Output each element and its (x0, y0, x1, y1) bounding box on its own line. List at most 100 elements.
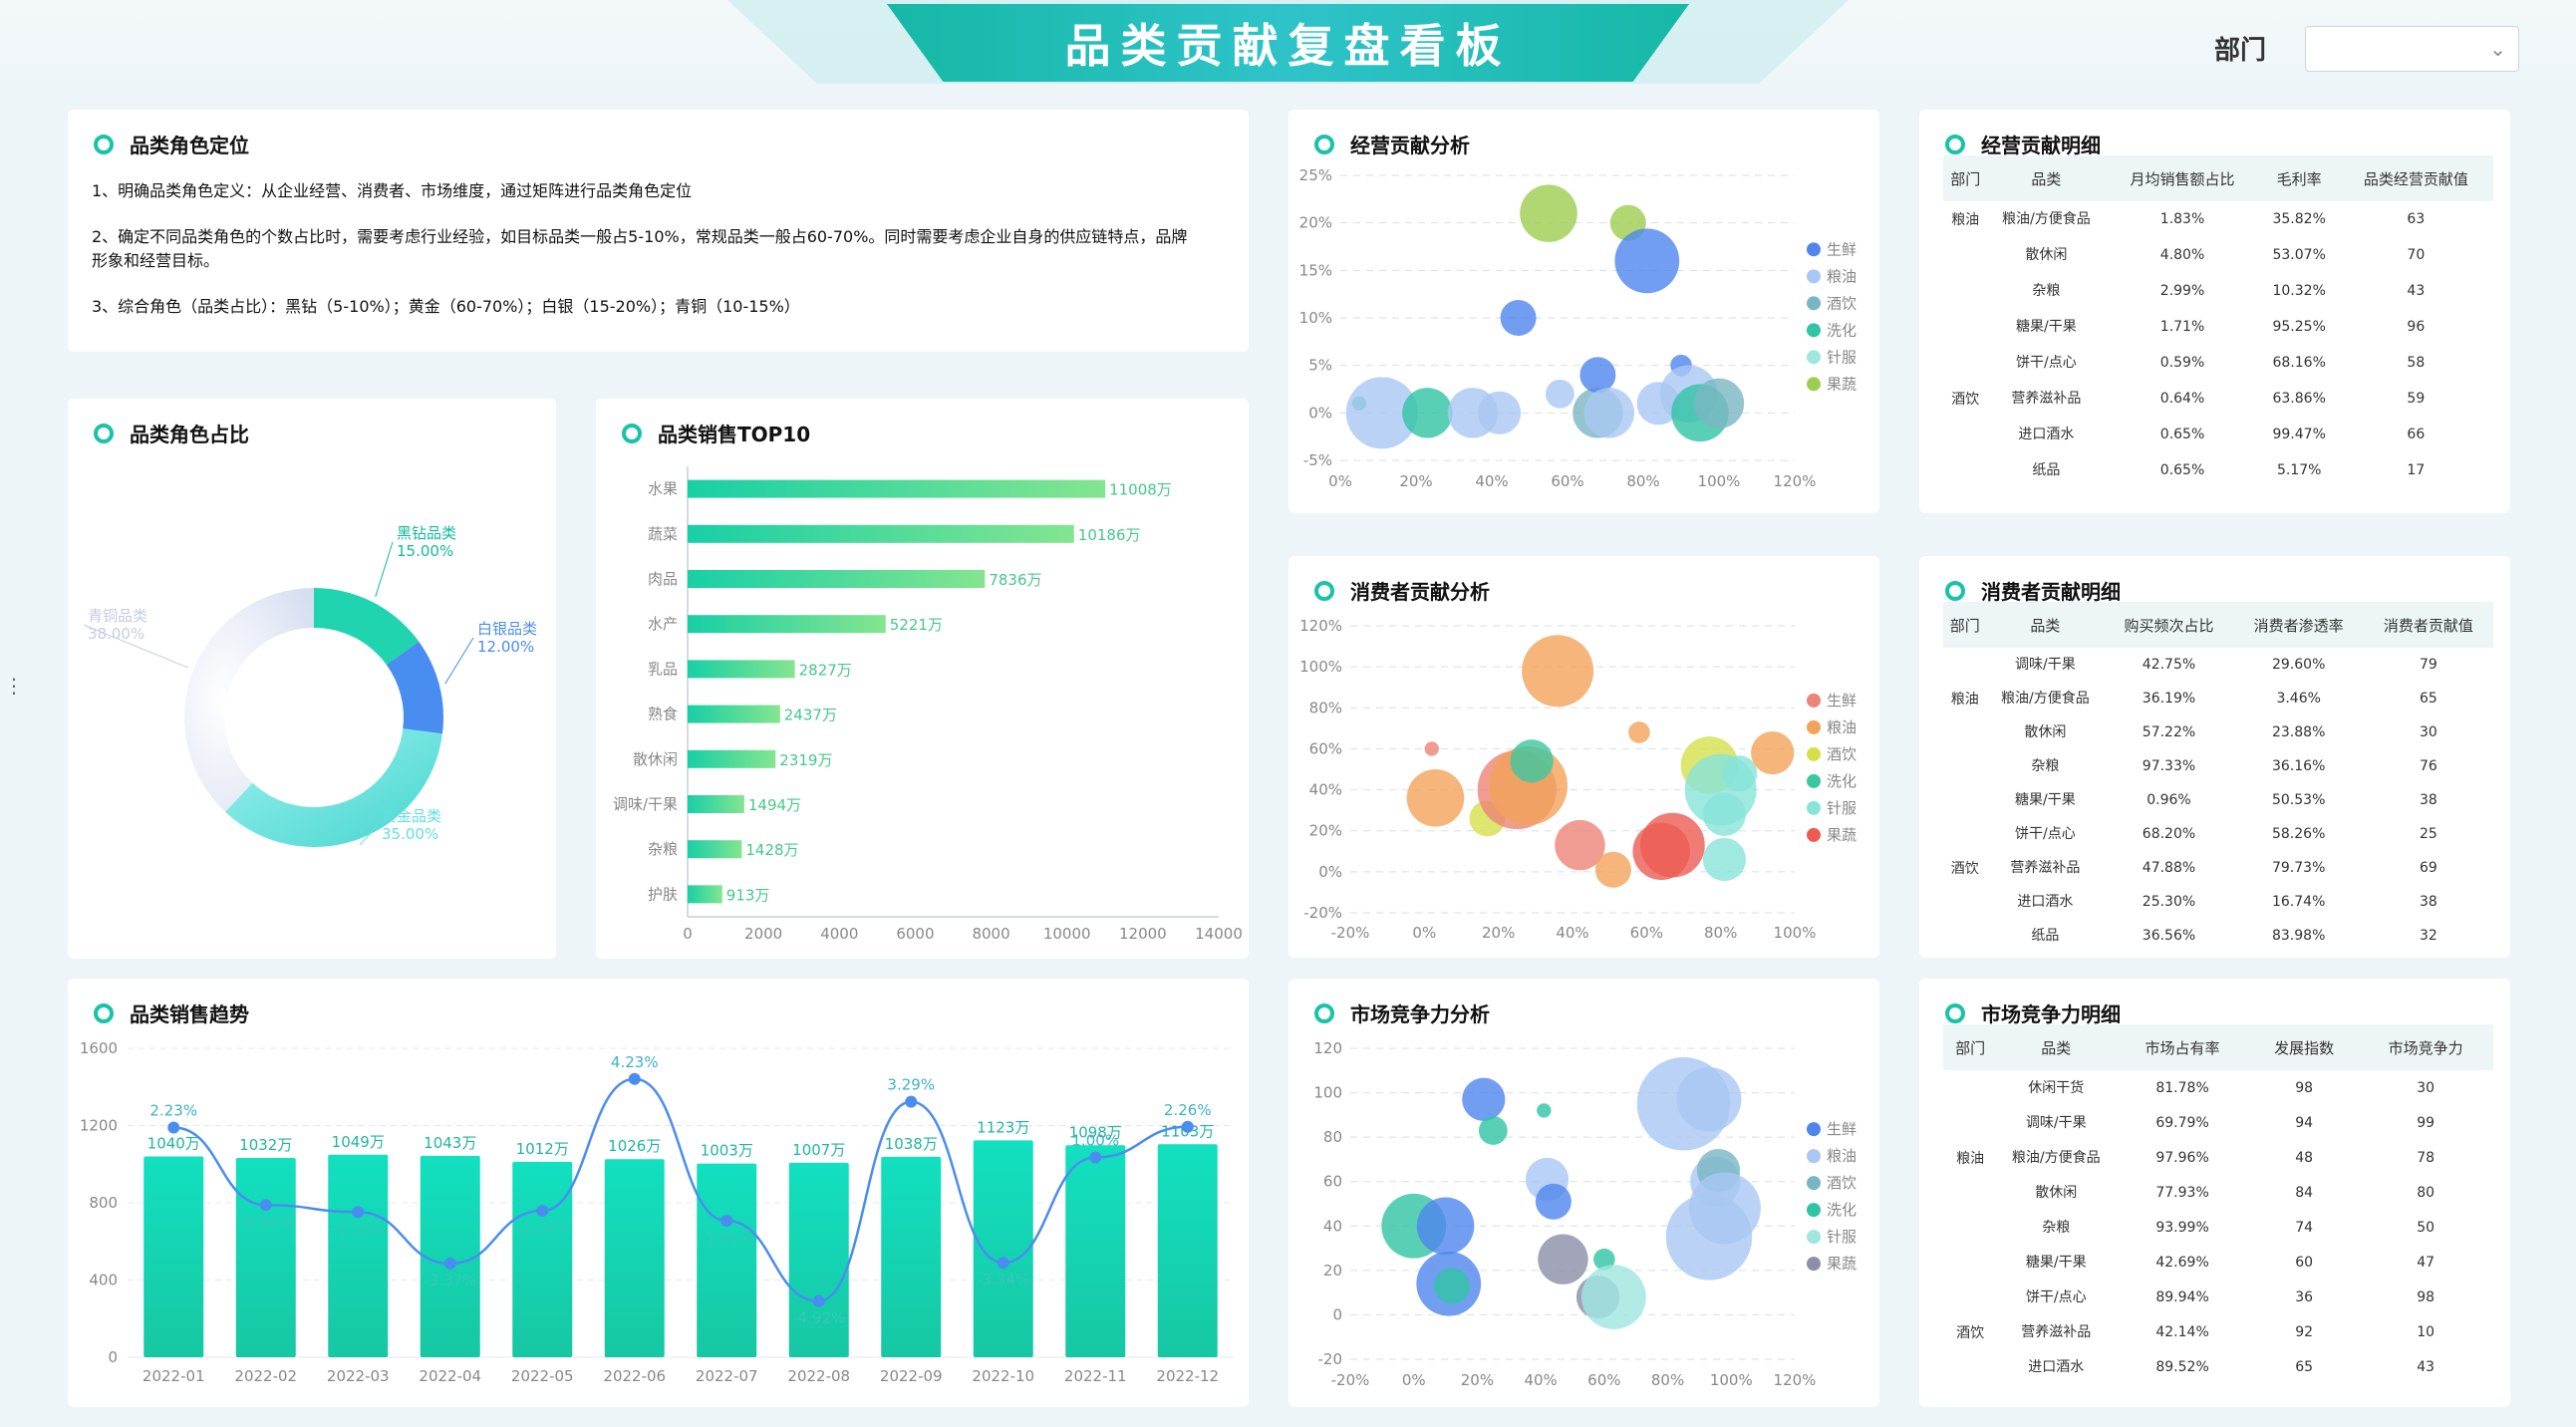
y-tick-label: 120% (1299, 617, 1342, 635)
x-tick-label: 2022-12 (1156, 1367, 1219, 1385)
table-row: 酒饮 营养滋补品 47.88% 79.73% 69 (1943, 851, 2493, 885)
legend-label: 生鲜 (1827, 1120, 1857, 1138)
bubble-point (1628, 721, 1650, 743)
growth-label: -3.34% (977, 1271, 1029, 1288)
donut-label-value: 35.00% (382, 825, 438, 843)
table-cell: 81.78% (2155, 1079, 2209, 1096)
table-cell: 99.47% (2272, 427, 2326, 442)
table-row: 杂粮 2.99% 10.32% 43 (1943, 273, 2493, 309)
table-cell (1943, 1070, 1997, 1105)
x-tick-label: 4000 (820, 925, 858, 943)
table-cell: 63.86% (2272, 391, 2326, 407)
growth-label: 2.26% (1164, 1101, 1212, 1119)
table-cell: 0.64% (2159, 391, 2205, 407)
table-cell: 17 (2407, 462, 2426, 478)
table-cell: 粮油/方便食品 (2002, 211, 2091, 227)
legend-label: 酒饮 (1827, 1174, 1857, 1192)
growth-point (720, 1215, 733, 1228)
y-tick-label: 1600 (80, 1039, 118, 1057)
bar-value-label: 1098万 (1069, 1123, 1122, 1141)
drag-handle-icon[interactable]: ⋮ (4, 674, 24, 698)
table-row: 酒饮 营养滋补品 0.64% 63.86% 59 (1943, 381, 2493, 417)
growth-point (259, 1199, 272, 1212)
bubble-point (1702, 792, 1746, 836)
table-cell: 杂粮 (2042, 1219, 2071, 1236)
bubble-point (1416, 1197, 1475, 1256)
top10-bar (688, 795, 744, 813)
bubble-point (1583, 388, 1634, 438)
y-tick-label: 散休闲 (633, 750, 678, 768)
table-cell (1943, 1280, 1997, 1314)
card-title: 消费者贡献明细 (1981, 580, 2121, 604)
legend-label: 粮油 (1827, 1147, 1857, 1165)
bar-value-label: 10186万 (1078, 526, 1141, 544)
bubble-point (1688, 1172, 1761, 1245)
table-cell: 42.75% (2142, 657, 2196, 673)
x-tick-label: 2022-11 (1064, 1367, 1127, 1385)
y-tick-label: 40 (1323, 1217, 1342, 1235)
table-cell: 营养滋补品 (2021, 1323, 2092, 1340)
role-share-card: 品类角色占比 黑钻品类 15.00% 白银品类 12.00% 黄金品类 35.00% 青铜品… (68, 399, 556, 959)
y-tick-label: 护肤 (648, 885, 678, 903)
x-tick-label: 120% (1774, 472, 1817, 490)
legend-marker (1807, 1176, 1821, 1191)
top10-bar (688, 570, 986, 588)
table-cell: 饼干/点心 (2015, 826, 2076, 842)
bubble-point (1721, 755, 1758, 792)
donut-slice (183, 588, 314, 812)
title-ring-icon (1945, 580, 1965, 601)
donut-leader-line (83, 624, 188, 669)
trend-bar (1065, 1145, 1126, 1357)
trend-bar (512, 1161, 573, 1357)
table-cell: 2.99% (2159, 283, 2205, 299)
growth-line (173, 1077, 1188, 1302)
trend-bar (420, 1155, 480, 1357)
table-cell: 25 (2419, 826, 2437, 842)
table-cell (1943, 1105, 1997, 1140)
donut-label-name: 青铜品类 (88, 607, 147, 625)
bubble-point (1614, 228, 1680, 294)
table-cell (1943, 783, 1986, 817)
bar-value-label: 1038万 (885, 1135, 938, 1153)
consumer-contribution-card: 消费者贡献分析 -20% 0% 20% 40% 60% 80% 100% 120% -20% 0%… (1288, 556, 1879, 958)
table-cell: 36.56% (2142, 928, 2196, 944)
consumer-detail-table[interactable]: 部门 品类 购买频次占比 消费者渗透率 消费者贡献值 调味/干果 42.75% 29.60% 7… (1943, 602, 2493, 946)
table-cell: 粮油 (1950, 692, 1979, 708)
biz-detail-card: 经营贡献明细 部门 品类 月均销售额占比 毛利率 品类经营贡献值 粮油 粮油/方便食品 1.8… (1919, 110, 2510, 513)
page-title: 品类贡献复盘看板 (1064, 19, 1512, 73)
growth-point (905, 1095, 918, 1108)
x-tick-label: 80% (1651, 1371, 1684, 1389)
donut-label-value: 15.00% (397, 542, 453, 560)
table-cell (1943, 715, 1986, 749)
table-row: 杂粮 93.99% 74 50 (1943, 1210, 2493, 1245)
table-cell: 89.52% (2155, 1358, 2209, 1375)
top10-bar-chart: 0 2000 4000 6000 8000 10000 12000 14000 水果 11008万… (613, 466, 1243, 943)
bar-value-label: 913万 (726, 886, 770, 904)
y-tick-label: 0 (1332, 1305, 1342, 1323)
y-tick-label: 400 (89, 1272, 118, 1289)
table-cell: 95.25% (2272, 319, 2326, 335)
table-cell: 69 (2419, 860, 2437, 876)
table-cell: 酒饮 (1950, 861, 1979, 877)
y-tick-label: 0 (108, 1348, 118, 1366)
dept-select[interactable]: ⌄ (2305, 26, 2519, 72)
table-cell: 糖果/干果 (2015, 792, 2076, 808)
legend-label: 果蔬 (1827, 826, 1857, 844)
table-cell (1943, 1384, 1997, 1393)
table-cell: 70 (2407, 247, 2426, 263)
table-cell: 58.26% (2271, 826, 2326, 842)
table-cell: 杂粮 (2032, 283, 2061, 299)
market-detail-table[interactable]: 部门 品类 市场占有率 发展指数 市场竞争力 休闲干货 81.78% 98 30 调味/干果 69.… (1943, 1024, 2493, 1393)
x-tick-label: 14000 (1195, 925, 1243, 943)
top10-card: 品类销售TOP10 0 2000 4000 6000 8000 10000 12000 140… (596, 399, 1249, 959)
table-header-cell: 品类 (1986, 602, 2105, 648)
legend-marker (1807, 377, 1821, 392)
table-row: 糖果/干果 0.96% 50.53% 38 (1943, 783, 2493, 817)
table-cell: 97.96% (2155, 1149, 2209, 1166)
table-cell: 0.96% (2115, 1384, 2250, 1393)
bubble-point (1478, 391, 1522, 434)
bubble-point (1593, 1248, 1615, 1271)
y-tick-label: 60% (1309, 739, 1342, 757)
role-definition-line: 3、综合角色（品类占比）：黑钻（5-10%）；黄金（60-70%）；白银（15-… (92, 297, 800, 316)
growth-point (1089, 1151, 1102, 1164)
